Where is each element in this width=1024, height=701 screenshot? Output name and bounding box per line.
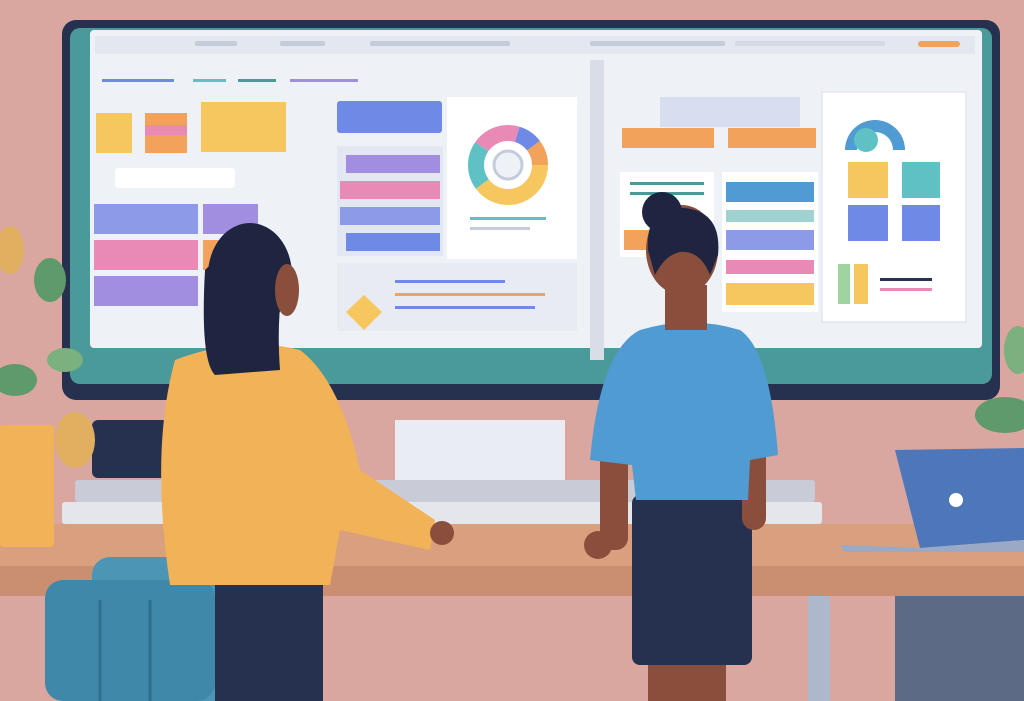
- person-right: [584, 192, 778, 701]
- person-left-face: [275, 264, 299, 316]
- grid-tile: [848, 205, 888, 241]
- panel-header: [337, 101, 442, 133]
- monitor-stand: [395, 420, 565, 490]
- plant-right: [975, 326, 1024, 433]
- person-right-hair-bun: [642, 192, 682, 232]
- person-left-hand: [430, 521, 454, 545]
- card-bar: [726, 260, 814, 274]
- tile-large: [201, 102, 286, 152]
- donut-legend-line: [470, 227, 530, 230]
- person-left-shirt: [161, 344, 435, 585]
- top-bar-item: [370, 41, 510, 46]
- list-line: [395, 293, 545, 296]
- top-bar-accent: [918, 41, 960, 47]
- list-card: [337, 263, 577, 331]
- card-bar: [624, 230, 652, 250]
- person-left: [161, 223, 454, 701]
- panel-bar: [346, 233, 440, 251]
- chair: [45, 557, 237, 701]
- panel-bar: [346, 155, 440, 173]
- slider-track: [238, 79, 276, 82]
- bar-row: [94, 204, 198, 234]
- card-bar: [726, 182, 814, 202]
- bar-row: [94, 240, 198, 270]
- apple-logo-icon: [949, 493, 963, 507]
- donut-chart: [468, 125, 548, 205]
- tablet: [92, 420, 172, 478]
- card-bar: [726, 283, 814, 305]
- donut-legend-line: [470, 217, 546, 220]
- mini-bar: [838, 264, 850, 304]
- grid-tile: [848, 162, 888, 198]
- screen-divider: [590, 60, 604, 360]
- orange-bar: [728, 128, 816, 148]
- panel-bar: [340, 207, 440, 225]
- bar-row: [94, 276, 198, 306]
- slider-track: [102, 79, 174, 82]
- mini-line: [880, 278, 932, 281]
- desk-leg: [808, 596, 830, 701]
- gauge-center: [854, 128, 878, 152]
- card-bar: [726, 210, 814, 222]
- top-bar-item: [735, 41, 885, 46]
- person-left-pants: [215, 580, 323, 701]
- top-bar-item: [280, 41, 325, 46]
- orange-bar: [622, 128, 714, 148]
- grid-tile: [902, 205, 940, 241]
- top-bar-item: [590, 41, 725, 46]
- search-bar: [115, 168, 235, 188]
- dashboard: [94, 36, 975, 360]
- top-bar: [95, 36, 975, 54]
- list-line: [395, 280, 505, 283]
- laptop: [840, 448, 1024, 552]
- card-bar: [726, 230, 814, 250]
- cabinet: [895, 596, 1024, 701]
- panel-bar: [340, 181, 440, 199]
- slider-track: [193, 79, 226, 82]
- grid-tile: [902, 162, 940, 198]
- person-left-hair: [203, 239, 290, 375]
- gauge-icon: [845, 120, 905, 150]
- tile: [145, 125, 187, 135]
- list-line: [395, 306, 535, 309]
- plant-left: [0, 226, 95, 547]
- card-line: [630, 182, 704, 185]
- slider-track: [290, 79, 358, 82]
- person-right-shorts: [632, 495, 752, 665]
- person-right-arm-left: [600, 440, 628, 550]
- mini-line: [880, 288, 932, 291]
- mini-bar: [854, 264, 868, 304]
- tile: [96, 113, 132, 153]
- person-right-shirt: [590, 322, 778, 500]
- top-bar-item: [195, 41, 237, 46]
- header-bar: [660, 97, 800, 127]
- person-right-hand: [584, 531, 612, 559]
- plant-pot: [0, 425, 54, 547]
- diamond-shape: [346, 295, 382, 330]
